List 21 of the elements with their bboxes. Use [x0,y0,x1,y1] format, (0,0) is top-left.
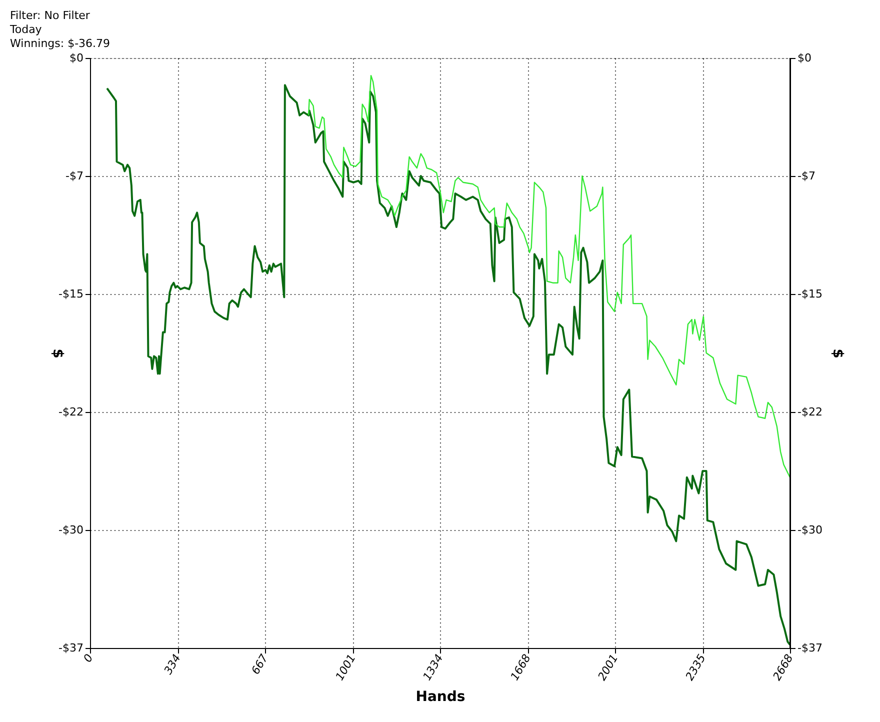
y-axis-title: $ [50,348,66,358]
x-axis-title: Hands [416,689,466,706]
x-tick-label: 0 [80,652,96,665]
y-tick-label: -$7 [66,170,84,182]
y2-tick-label: -$15 [798,288,822,300]
y2-tick-label: $0 [798,52,812,64]
y2-tick-label: -$7 [798,170,816,182]
y-tick-label: $0 [70,52,84,64]
y2-tick-label: -$37 [798,642,822,654]
text: Filter: No Filter [10,9,90,22]
y2-tick-label: -$22 [798,406,822,418]
y2-axis-title: $ [829,348,846,358]
y-tick-label: -$15 [58,288,84,300]
line-series [106,84,791,646]
text: Winnings: $-36.79 [10,37,110,50]
y2-tick-label: -$30 [798,524,822,536]
line-series [308,74,791,478]
y-tick-label: -$30 [58,524,84,536]
y-tick-label: -$37 [58,642,84,654]
y-tick-label: -$22 [58,406,84,418]
text: Today [9,23,42,36]
